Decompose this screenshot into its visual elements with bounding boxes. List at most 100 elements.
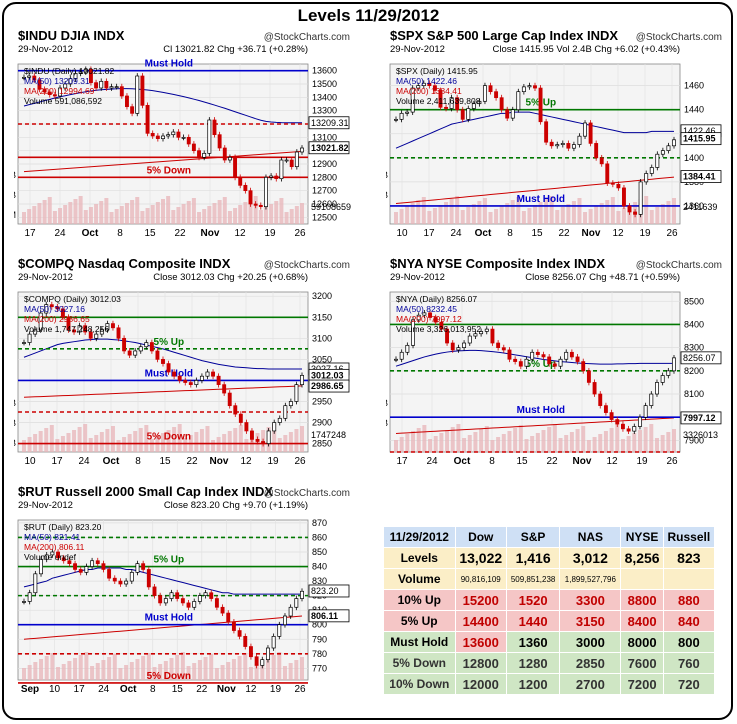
- candle-body: [155, 350, 160, 360]
- candle-body: [615, 419, 620, 425]
- volume-bar: [473, 432, 478, 452]
- price-tag-label: 806.11: [311, 611, 338, 621]
- chart-header: Cl 13021.82 Chg +36.71 (+0.28%): [163, 44, 308, 55]
- volume-bar: [220, 665, 225, 680]
- candle-body: [581, 361, 586, 372]
- x-tick-label: 12: [240, 456, 252, 467]
- candle-body: [22, 601, 26, 603]
- candle-body: [564, 351, 569, 360]
- candle-body: [569, 351, 574, 358]
- table-cell: 1520: [505, 589, 561, 611]
- candle-body: [594, 143, 599, 159]
- volume-bar: [176, 207, 181, 224]
- candle-body: [27, 75, 32, 78]
- volume-bar: [180, 652, 185, 680]
- candle-body: [73, 72, 78, 80]
- candle-body: [63, 83, 68, 89]
- candle-body: [222, 384, 227, 394]
- candle-body: [107, 569, 112, 579]
- x-tick-label: 8: [489, 456, 495, 467]
- candle-body: [445, 328, 450, 344]
- ma50-line: [23, 88, 302, 124]
- chart-date: 29-Nov-2012: [18, 272, 73, 283]
- volume-bar: [432, 208, 437, 224]
- candle-body: [552, 363, 557, 367]
- legend-entry: MA(200) 7997.12: [396, 314, 462, 324]
- volume-bar: [466, 207, 471, 224]
- table-cell: 13,022: [454, 547, 507, 569]
- volume-bar: [549, 196, 554, 224]
- candle-body: [269, 175, 274, 178]
- volume-bar: [254, 664, 259, 680]
- candle-body: [32, 75, 37, 81]
- candle-body: [467, 335, 472, 344]
- volume-bar: [191, 198, 196, 224]
- candle-body: [188, 382, 193, 385]
- price-tag: 8256.07: [680, 351, 722, 365]
- spx-chart-svg: 146014401420140013801360101724Oct81522No…: [386, 28, 724, 246]
- table-cell: 1440: [505, 610, 561, 632]
- volume-bar: [438, 205, 443, 224]
- volume-bar: [90, 666, 95, 680]
- candle-body: [633, 211, 638, 215]
- candle-body: [599, 157, 604, 165]
- candle-body: [118, 580, 123, 585]
- candle-body: [119, 86, 124, 97]
- volume-bar: [161, 433, 165, 452]
- volume-tag: 59108659: [311, 202, 351, 212]
- levels-table: 11/29/2012 Dow S&P NAS NYSE Russell Leve…: [383, 526, 716, 695]
- levels-table-header: 11/29/2012 Dow S&P NAS NYSE Russell: [383, 526, 716, 548]
- volume-bar: [541, 430, 546, 452]
- candle-body: [527, 85, 532, 88]
- ma50-line: [23, 338, 302, 370]
- volume-bar: [637, 430, 642, 452]
- table-cell: 2700: [559, 673, 622, 695]
- candle-body: [421, 82, 426, 87]
- candle-body: [158, 595, 163, 604]
- chart-date: 29-Nov-2012: [18, 500, 73, 511]
- candle-body: [227, 392, 232, 407]
- row-label: Must Hold: [383, 631, 456, 653]
- chart-date: 29-Nov-2012: [390, 272, 445, 283]
- volume-bar: [238, 425, 243, 452]
- volume-bar: [277, 652, 282, 680]
- volume-bar: [603, 431, 608, 452]
- volume-bar: [405, 206, 410, 224]
- level-label: Must Hold: [517, 405, 565, 416]
- candle-body: [439, 321, 444, 330]
- table-cell: 760: [662, 652, 716, 674]
- y-tick-label: 1440: [684, 105, 704, 115]
- candle-body: [416, 314, 421, 321]
- legend-entry: MA(200) 2986.65: [24, 314, 90, 324]
- table-cell: 3000: [559, 631, 622, 653]
- volume-bar: [32, 206, 37, 224]
- volume-bar: [73, 658, 78, 680]
- y-tick-label: 13400: [312, 92, 337, 102]
- volume-bar: [577, 198, 582, 224]
- candle-body: [655, 153, 660, 168]
- volume-bar: [52, 211, 57, 224]
- candle-body: [122, 337, 127, 352]
- volume-bar: [238, 205, 243, 224]
- candle-body: [284, 159, 289, 162]
- price-tag-label: 823.20: [311, 586, 339, 596]
- y-tick-label: 8200: [684, 366, 704, 376]
- volume-bar: [166, 196, 171, 224]
- candle-body: [214, 598, 219, 608]
- x-tick-label: 17: [396, 456, 408, 467]
- candle-body: [146, 569, 151, 588]
- candle-body: [471, 103, 476, 109]
- table-cell: 15200: [454, 589, 507, 611]
- level-label: 5% Down: [147, 671, 191, 682]
- y-tick-label: 3200: [312, 291, 332, 301]
- candle-body: [183, 380, 188, 383]
- chart-title: $COMPQ Nasdaq Composite INDX: [18, 256, 231, 271]
- table-header-cell: NAS: [559, 526, 622, 548]
- volume-bar: [135, 197, 140, 224]
- candle-body: [535, 351, 540, 355]
- volume-bar: [78, 655, 83, 680]
- x-tick-label: 17: [423, 228, 435, 239]
- candle-body: [666, 370, 671, 376]
- volume-bar: [588, 209, 593, 224]
- volume-bar: [110, 426, 115, 452]
